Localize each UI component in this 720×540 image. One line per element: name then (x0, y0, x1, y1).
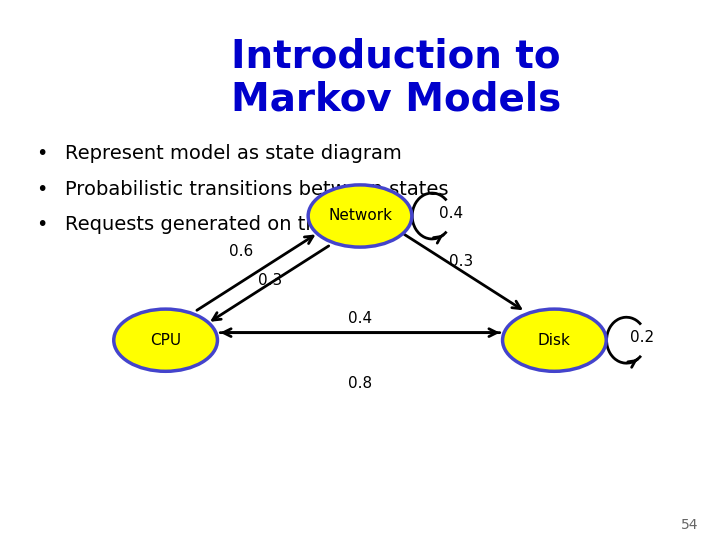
Text: Represent model as state diagram: Represent model as state diagram (65, 144, 402, 164)
Text: •: • (36, 214, 48, 234)
Ellipse shape (114, 309, 217, 372)
Text: 0.4: 0.4 (348, 311, 372, 326)
Text: 54: 54 (681, 518, 698, 532)
Ellipse shape (308, 185, 412, 247)
Text: 0.2: 0.2 (630, 330, 654, 345)
Text: Probabilistic transitions between states: Probabilistic transitions between states (65, 179, 449, 199)
Text: •: • (36, 144, 48, 164)
Text: 0.8: 0.8 (348, 376, 372, 391)
Ellipse shape (503, 309, 606, 372)
Text: •: • (36, 179, 48, 199)
Text: Introduction to: Introduction to (231, 38, 561, 76)
Text: Disk: Disk (538, 333, 571, 348)
Text: 0.3: 0.3 (449, 254, 473, 269)
Text: Markov Models: Markov Models (231, 81, 561, 119)
Text: CPU: CPU (150, 333, 181, 348)
Text: Requests generated on transitions: Requests generated on transitions (65, 214, 400, 234)
Text: 0.4: 0.4 (439, 206, 464, 221)
Text: 0.3: 0.3 (258, 273, 282, 288)
Text: 0.6: 0.6 (229, 244, 253, 259)
Text: Network: Network (328, 208, 392, 224)
